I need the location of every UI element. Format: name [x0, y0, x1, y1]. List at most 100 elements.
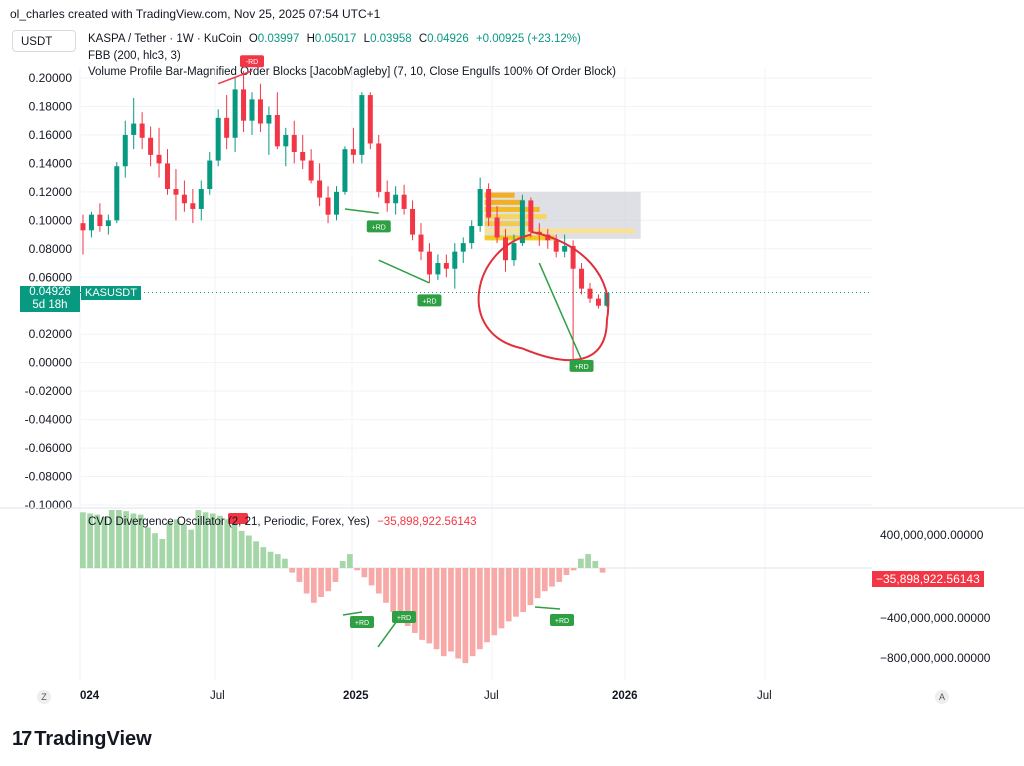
- divergence-badge-label: +RD: [422, 298, 436, 305]
- y-tick-label: 0.14000: [29, 156, 73, 170]
- y-tick-label: -0.08000: [25, 470, 73, 484]
- osc-axis-label: −800,000,000.00000: [880, 651, 991, 665]
- candle-body: [511, 243, 517, 261]
- candle-body: [165, 163, 170, 190]
- oscillator-bar: [108, 510, 115, 568]
- currency-selector[interactable]: USDT: [12, 30, 76, 52]
- y-tick-label: 0.12000: [29, 185, 73, 199]
- candle-body: [562, 245, 568, 252]
- oscillator-bar: [173, 519, 180, 568]
- legend-indicator-fbb[interactable]: FBB (200, hlc3, 3): [88, 50, 181, 62]
- candle-body: [435, 263, 441, 275]
- y-tick-label: -0.06000: [25, 441, 73, 455]
- candle-body: [587, 288, 593, 299]
- oscillator-bar: [209, 513, 216, 568]
- auto-scale-button[interactable]: A: [935, 690, 949, 704]
- close-label: C: [418, 33, 428, 45]
- divergence-line: [217, 70, 253, 85]
- oscillator-bar: [397, 568, 404, 617]
- bar-countdown: 5d 18h: [32, 299, 68, 311]
- oscillator-bar: [101, 516, 108, 568]
- candle-body: [105, 220, 111, 227]
- candle-body: [359, 95, 365, 155]
- divergence-badge: [350, 616, 374, 628]
- candle-body: [139, 123, 145, 138]
- oscillator-bar: [166, 521, 173, 568]
- oscillator-bar: [144, 527, 151, 568]
- osc-axis-label: −400,000,000.00000: [880, 611, 991, 625]
- oscillator-bar: [498, 568, 505, 629]
- oscillator-bar: [267, 551, 274, 568]
- candle-body: [274, 115, 280, 147]
- open-label: O: [248, 33, 258, 45]
- candle-body: [131, 123, 137, 135]
- candle-body: [257, 99, 263, 124]
- candle-body: [570, 245, 576, 269]
- oscillator-bar: [520, 568, 527, 613]
- candle-body: [553, 240, 559, 252]
- oscillator-bar: [246, 535, 252, 568]
- oscillator-bar: [332, 568, 339, 582]
- oscillator-bar: [556, 568, 563, 582]
- oscillator-bar: [578, 558, 584, 568]
- y-tick-label: -0.10000: [25, 498, 73, 512]
- oscillator-title: CVD Divergence Oscillator (2, 21, Period…: [88, 516, 370, 528]
- oscillator-legend[interactable]: CVD Divergence Oscillator (2, 21, Period…: [88, 516, 477, 528]
- volume-profile-bar: [484, 192, 515, 198]
- candle-body: [401, 194, 407, 209]
- oscillator-bar: [318, 568, 324, 597]
- oscillator-bar: [491, 568, 498, 636]
- oscillator-bar: [448, 568, 454, 652]
- oscillator-bar: [505, 568, 512, 622]
- oscillator-bar: [455, 568, 462, 659]
- oscillator-bar: [202, 512, 209, 568]
- oscillator-bar: [390, 568, 397, 613]
- divergence-badge: [240, 55, 264, 68]
- oscillator-bar: [440, 568, 447, 657]
- candle-body: [426, 251, 432, 275]
- high-value: 0.05017: [314, 33, 357, 45]
- candle-body: [477, 189, 483, 227]
- oscillator-bar: [585, 554, 591, 568]
- divergence-badge-label: +RD: [397, 615, 411, 622]
- oscillator-value: −35,898,922.56143: [377, 516, 477, 528]
- oscillator-bar: [310, 568, 317, 603]
- oscillator-bar: [116, 510, 122, 568]
- oscillator-bar: [137, 514, 144, 568]
- oscillator-bar: [181, 523, 187, 568]
- divergence-line: [534, 606, 561, 610]
- oscillator-bar: [527, 568, 534, 606]
- candle-body: [325, 197, 331, 215]
- candle-body: [342, 149, 348, 192]
- x-axis-label: 2026: [612, 690, 638, 702]
- candle-body: [469, 226, 475, 244]
- volume-profile-bar: [484, 206, 540, 212]
- oscillator-bar: [87, 513, 93, 568]
- low-label: L: [363, 33, 371, 45]
- candle-body: [156, 154, 162, 164]
- candle-body: [503, 237, 508, 261]
- candle-body: [300, 152, 306, 161]
- oscillator-value-tag: −35,898,922.56143: [872, 571, 984, 587]
- oscillator-bar: [462, 568, 469, 664]
- candle-body: [486, 189, 492, 218]
- divergence-badge: [366, 220, 391, 233]
- scale-z-button[interactable]: Z: [37, 690, 51, 704]
- divergence-badge: [392, 611, 416, 623]
- divergence-line: [342, 611, 363, 616]
- candle-body: [317, 180, 323, 198]
- oscillator-bar: [592, 561, 599, 568]
- divergence-badge-label: +RD: [355, 620, 369, 627]
- watermark-header: ol_charles created with TradingView.com,…: [10, 7, 381, 21]
- oscillator-bar: [282, 558, 288, 568]
- y-tick-label: 0.06000: [29, 270, 73, 284]
- oscillator-bar: [123, 511, 130, 568]
- oscillator-bar: [260, 547, 267, 568]
- candle-body: [181, 194, 187, 204]
- oscillator-bar: [419, 568, 425, 640]
- divergence-badge: [569, 359, 594, 372]
- candle-body: [215, 117, 221, 161]
- candle-body: [528, 200, 534, 232]
- oscillator-bar: [130, 513, 137, 568]
